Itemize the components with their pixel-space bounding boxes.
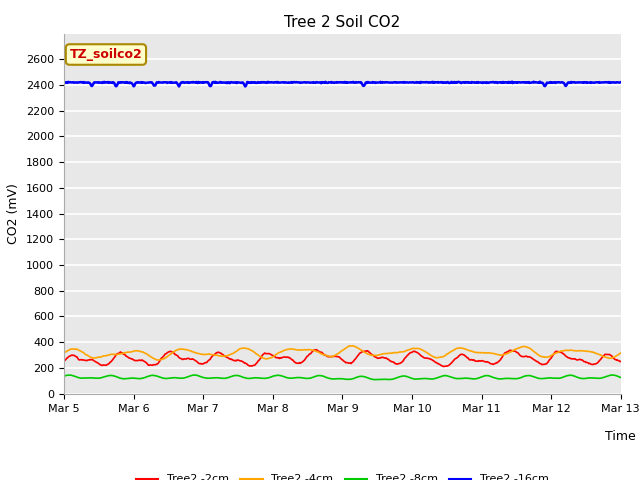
Tree2 -8cm — [541, 375, 548, 381]
Tree2 -4cm — [399, 349, 407, 355]
Tree2 -2cm — [60, 359, 68, 364]
Tree2 -8cm — [484, 372, 492, 378]
Tree2 -4cm — [154, 357, 162, 363]
Tree2 -4cm — [94, 354, 102, 360]
Tree2 -8cm — [190, 372, 198, 378]
Y-axis label: CO2 (mV): CO2 (mV) — [8, 183, 20, 244]
Text: TZ_soilco2: TZ_soilco2 — [70, 48, 142, 61]
Tree2 -8cm — [416, 376, 424, 382]
Tree2 -16cm — [541, 84, 548, 89]
Tree2 -16cm — [60, 80, 68, 85]
Title: Tree 2 Soil CO2: Tree 2 Soil CO2 — [284, 15, 401, 30]
Line: Tree2 -4cm: Tree2 -4cm — [64, 346, 621, 360]
Tree2 -16cm — [415, 80, 423, 85]
Tree2 -16cm — [399, 79, 406, 85]
Tree2 -8cm — [94, 375, 102, 381]
Tree2 -8cm — [617, 374, 625, 380]
Tree2 -16cm — [175, 84, 183, 89]
Tree2 -8cm — [60, 373, 68, 379]
Tree2 -2cm — [399, 359, 406, 364]
Tree2 -4cm — [60, 350, 68, 356]
Line: Tree2 -16cm: Tree2 -16cm — [64, 82, 621, 86]
Tree2 -4cm — [617, 350, 625, 356]
X-axis label: Time: Time — [605, 430, 636, 443]
Tree2 -2cm — [484, 359, 492, 365]
Tree2 -2cm — [440, 364, 447, 370]
Line: Tree2 -8cm: Tree2 -8cm — [64, 375, 621, 380]
Tree2 -2cm — [384, 356, 392, 362]
Tree2 -16cm — [536, 79, 544, 84]
Tree2 -4cm — [385, 350, 392, 356]
Tree2 -16cm — [483, 80, 491, 85]
Tree2 -4cm — [349, 343, 356, 348]
Tree2 -16cm — [617, 79, 625, 85]
Tree2 -8cm — [371, 377, 378, 383]
Legend: Tree2 -2cm, Tree2 -4cm, Tree2 -8cm, Tree2 -16cm: Tree2 -2cm, Tree2 -4cm, Tree2 -8cm, Tree… — [132, 470, 553, 480]
Tree2 -2cm — [312, 347, 320, 353]
Tree2 -4cm — [484, 350, 492, 356]
Tree2 -4cm — [416, 346, 424, 352]
Tree2 -2cm — [617, 359, 625, 364]
Tree2 -16cm — [384, 80, 392, 85]
Line: Tree2 -2cm: Tree2 -2cm — [64, 350, 621, 367]
Tree2 -4cm — [541, 354, 548, 360]
Tree2 -2cm — [94, 360, 102, 366]
Tree2 -2cm — [415, 351, 423, 357]
Tree2 -8cm — [399, 373, 407, 379]
Tree2 -2cm — [541, 361, 548, 367]
Tree2 -16cm — [94, 79, 102, 85]
Tree2 -8cm — [385, 377, 392, 383]
